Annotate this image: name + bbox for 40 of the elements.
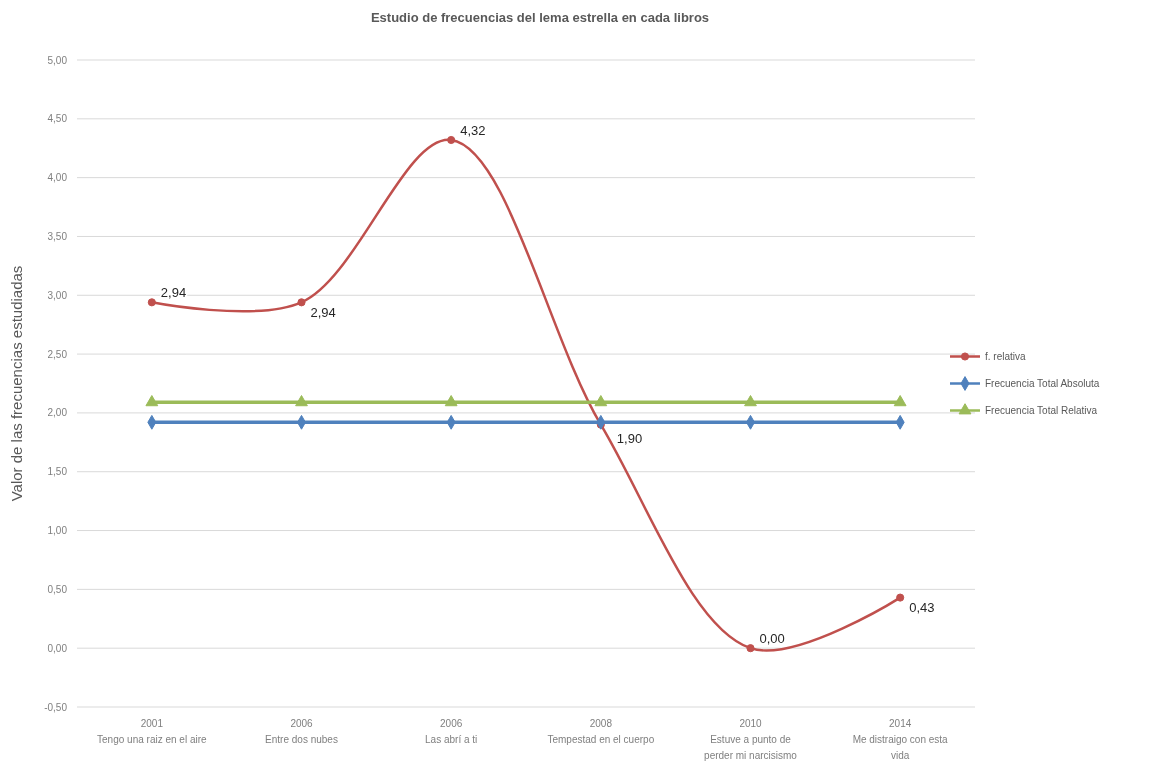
y-tick-label: 1,50: [47, 466, 68, 478]
data-label: 2,94: [160, 284, 187, 300]
y-axis-title: Valor de las frecuencias estudiadas: [8, 265, 25, 502]
x-tick-label: 2010 Estuve a punto de perder mi narcisismo: [704, 718, 798, 761]
point: [447, 135, 456, 145]
y-tick-label: 2,00: [47, 407, 68, 419]
data-label: 4,32: [460, 122, 486, 138]
y-tick-label: 1,00: [47, 525, 68, 537]
point: [295, 395, 308, 407]
y-tick-label: 3,00: [47, 289, 68, 301]
point: [746, 644, 755, 653]
data-label: 1,90: [616, 431, 643, 447]
y-tick-label: 2,50: [47, 348, 68, 360]
y-tick-label: 4,50: [47, 113, 68, 125]
point: [444, 395, 458, 407]
y-tick-label: -0,50: [44, 701, 68, 713]
point: [896, 593, 905, 602]
point: [297, 298, 306, 307]
x-tick-label: 2006 Las abrí a ti: [425, 718, 478, 745]
data-label: 2,94: [310, 304, 336, 320]
x-tick-label: 2006 Entre dos nubes: [265, 718, 338, 745]
point: [594, 395, 608, 407]
y-tick-label: 4,00: [47, 172, 68, 184]
legend-label: Frecuencia Total Relativa: [985, 405, 1098, 416]
y-tick-label: 0,50: [47, 583, 68, 595]
data-label: 0,43: [909, 600, 935, 616]
x-tick-label: 2001 Tengo una raiz en el aire: [97, 718, 208, 745]
legend-label: Frecuencia Total Absoluta: [985, 378, 1100, 389]
x-tick-label: 2014 Me distraigo con esta vida: [852, 718, 949, 761]
point: [147, 298, 156, 307]
point: [744, 395, 757, 407]
chart-title: Estudio de frecuencias del lema estrella en cada libros: [370, 10, 710, 25]
y-tick-label: 0,00: [47, 642, 68, 654]
y-tick-label: 3,50: [47, 230, 68, 242]
y-tick-label: 5,00: [47, 54, 68, 66]
legend-label: f. relativa: [985, 351, 1027, 362]
x-tick-label: 2008 Tempestad en el cuerpo: [547, 718, 655, 745]
point: [893, 395, 907, 407]
point: [145, 395, 159, 407]
data-label: 0,00: [759, 630, 785, 646]
